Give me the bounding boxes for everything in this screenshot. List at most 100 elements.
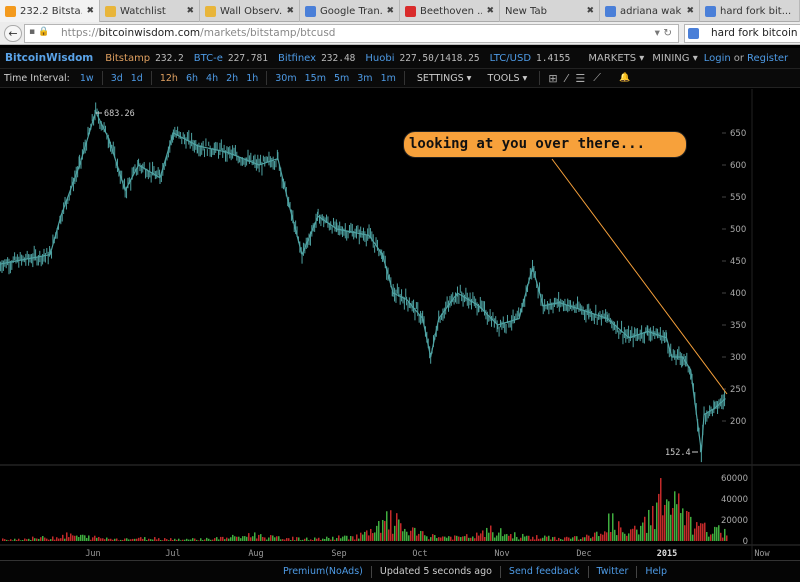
volume-bar — [428, 539, 430, 541]
volume-bar — [458, 536, 460, 541]
volume-bar — [8, 540, 10, 541]
volume-bar — [686, 510, 688, 541]
volume-bar — [300, 540, 302, 541]
reload-icon[interactable]: ▾ ↻ — [654, 27, 672, 39]
market-price: 227.781 — [227, 52, 268, 64]
line-icon[interactable]: ⁄ — [565, 71, 568, 85]
volume-bar — [664, 504, 666, 541]
volume-bar — [570, 538, 572, 541]
interval-1m[interactable]: 1m — [380, 72, 396, 84]
mining-menu[interactable]: MINING ▾ — [652, 52, 698, 64]
browser-tab[interactable]: Wall Observ... ✖ — [200, 0, 300, 22]
footer-premium-noads-[interactable]: Premium(NoAds) — [282, 566, 363, 577]
market-link[interactable]: Bitstamp — [105, 52, 151, 64]
interval-6h[interactable]: 6h — [185, 72, 199, 84]
back-button[interactable]: ← — [4, 25, 22, 42]
volume-bar — [434, 535, 436, 541]
volume-bar — [504, 534, 506, 541]
logo[interactable]: BitcoinWisdom — [5, 52, 94, 64]
horizontal-lines-icon[interactable]: ☰ — [575, 71, 586, 85]
coin-icon — [205, 5, 216, 17]
browser-tab[interactable]: adriana wak... ✖ — [600, 0, 700, 22]
volume-bar — [638, 534, 640, 541]
market-link[interactable]: Bitfinex — [277, 52, 317, 64]
volume-bar — [152, 539, 154, 541]
volume-bar — [344, 535, 346, 541]
browser-tab[interactable]: Google Tran... ✖ — [300, 0, 400, 22]
browser-tab[interactable]: Beethoven ... ✖ — [400, 0, 500, 22]
footer-twitter[interactable]: Twitter — [596, 566, 629, 577]
bell-icon[interactable]: 🔔 — [618, 73, 631, 83]
volume-bar — [92, 537, 94, 541]
volume-bar — [44, 537, 46, 541]
close-tab-icon[interactable]: ✖ — [386, 6, 394, 16]
close-tab-icon[interactable]: ✖ — [186, 6, 194, 16]
close-tab-icon[interactable]: ✖ — [286, 6, 294, 16]
market-link[interactable]: LTC/USD — [489, 52, 532, 64]
interval-4h[interactable]: 4h — [206, 72, 219, 84]
volume-bar — [206, 537, 208, 541]
volume-bar — [250, 537, 252, 541]
interval-1d[interactable]: 1d — [130, 72, 143, 84]
search-input[interactable]: hard fork bitcoin rolle — [684, 24, 800, 43]
register-link[interactable]: Register — [746, 52, 789, 64]
login-link[interactable]: Login — [703, 52, 731, 64]
divider — [539, 71, 541, 85]
interval-2h[interactable]: 2h — [226, 72, 239, 84]
close-tab-icon[interactable]: ✖ — [486, 6, 494, 16]
volume-bar — [550, 539, 552, 541]
divider — [101, 71, 103, 85]
url-prefix: https:// — [61, 27, 99, 39]
volume-bar — [490, 525, 492, 541]
volume-bar — [278, 536, 280, 541]
volume-bar — [544, 535, 546, 541]
market-link[interactable]: Huobi — [365, 52, 395, 64]
tab-title: Wall Observ... — [220, 5, 283, 17]
close-tab-icon[interactable]: ✖ — [686, 6, 694, 16]
volume-bar — [492, 532, 494, 541]
volume-bar — [208, 538, 210, 541]
volume-bar — [110, 538, 112, 541]
interval-1h[interactable]: 1h — [246, 72, 259, 84]
volume-bar — [692, 534, 694, 541]
footer-help[interactable]: Help — [645, 566, 668, 577]
url-input[interactable]: ▪ 🔒 https://bitcoinwisdom.com/markets/bi… — [24, 24, 679, 43]
volume-bar — [342, 536, 344, 541]
interval-5m[interactable]: 5m — [333, 72, 350, 84]
browser-tab[interactable]: 232.2 Bitsta... ✖ — [0, 0, 100, 22]
browser-tab[interactable]: hard fork bit... — [700, 0, 800, 22]
market-price: 232.48 — [321, 52, 356, 64]
close-tab-icon[interactable]: ✖ — [586, 6, 594, 16]
price-chart[interactable]: 650 600 550 500 450 400 350 300 250 200 683.26 152.… — [0, 89, 800, 560]
interval-30m[interactable]: 30m — [275, 72, 297, 84]
volume-bar — [210, 539, 212, 541]
crosshair-icon[interactable]: ⊞ — [548, 71, 558, 85]
tools-menu[interactable]: TOOLS ▾ — [487, 72, 528, 84]
browser-tab[interactable]: Watchlist ✖ — [100, 0, 200, 22]
footer-send-feedback[interactable]: Send feedback — [508, 566, 580, 577]
volume-bar — [338, 535, 340, 541]
interval-3d[interactable]: 3d — [110, 72, 123, 84]
interval-1w[interactable]: 1w — [79, 72, 94, 84]
volume-bar — [696, 522, 698, 541]
volume-bar — [682, 508, 684, 541]
volume-bar — [384, 521, 386, 541]
volume-bar — [562, 539, 564, 541]
volume-bar — [286, 538, 288, 541]
volume-bar — [618, 521, 620, 541]
volume-tick-label: 0 — [743, 537, 748, 547]
interval-3m[interactable]: 3m — [357, 72, 373, 84]
markets-menu[interactable]: MARKETS ▾ — [588, 52, 645, 64]
market-link[interactable]: BTC-e — [193, 52, 223, 64]
volume-bar — [176, 539, 178, 541]
close-tab-icon[interactable]: ✖ — [86, 6, 94, 16]
interval-15m[interactable]: 15m — [304, 72, 326, 84]
volume-bar — [198, 540, 200, 541]
settings-menu[interactable]: SETTINGS ▾ — [416, 72, 472, 84]
footer: Premium(NoAds) Updated 5 seconds ago Send … — [0, 560, 800, 582]
browser-tab[interactable]: New Tab ✖ — [500, 0, 600, 22]
interval-12h[interactable]: 12h — [159, 72, 178, 84]
annotation-callout: looking at you over there... — [403, 131, 687, 158]
fib-fan-icon[interactable]: ⟋ — [593, 71, 601, 84]
volume-bar — [238, 536, 240, 541]
